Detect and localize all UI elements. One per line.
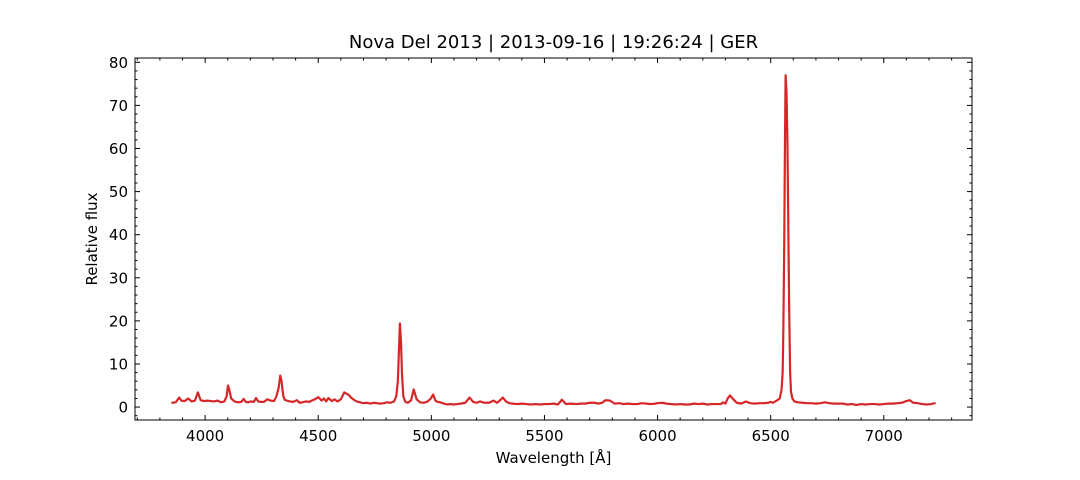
x-tick-label: 5500 [525, 427, 563, 445]
major-ticks [135, 58, 972, 420]
y-tick-label: 40 [109, 226, 128, 244]
y-tick-label: 80 [109, 54, 128, 72]
y-tick-label: 20 [109, 312, 128, 330]
y-tick-label: 30 [109, 269, 128, 287]
y-tick-label: 60 [109, 140, 128, 158]
y-tick-label: 70 [109, 97, 128, 115]
x-tick-label: 4500 [299, 427, 337, 445]
tick-labels: 4000 4500 5000 5500 6000 6500 7000 0 10 20 30 40 50 6… [109, 54, 903, 445]
x-tick-label: 4000 [186, 427, 224, 445]
minor-ticks [135, 58, 972, 420]
x-tick-label: 6000 [638, 427, 676, 445]
x-axis-label: Wavelength [Å] [496, 448, 612, 467]
y-tick-label: 10 [109, 355, 128, 373]
series-layer [171, 74, 936, 407]
y-tick-label: 50 [109, 183, 128, 201]
y-axis-label: Relative flux [83, 192, 101, 285]
x-tick-label: 6500 [752, 427, 790, 445]
chart-title: Nova Del 2013 | 2013-09-16 | 19:26:24 | … [349, 32, 758, 53]
plot-frame [134, 57, 973, 421]
x-tick-label: 5000 [412, 427, 450, 445]
spectrum-line [171, 74, 936, 407]
y-tick-label: 0 [118, 399, 128, 417]
x-tick-label: 7000 [865, 427, 903, 445]
